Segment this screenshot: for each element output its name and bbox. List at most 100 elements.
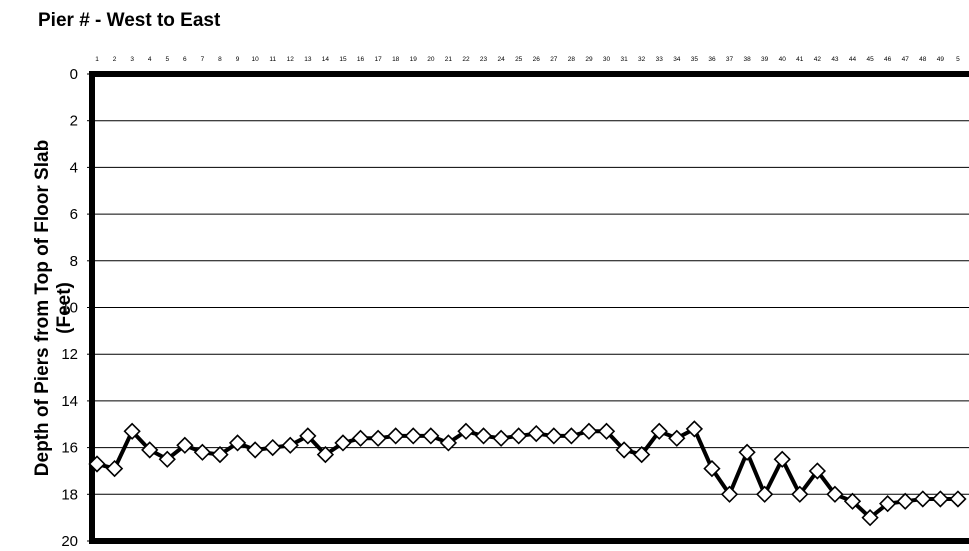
data-point-marker xyxy=(457,422,475,440)
x-tick-label: 3 xyxy=(130,56,134,63)
y-tick-label: 14 xyxy=(61,393,78,410)
x-tick-label: 18 xyxy=(392,56,400,63)
data-point-marker xyxy=(404,427,422,445)
x-tick-label: 26 xyxy=(533,56,541,63)
data-point-marker xyxy=(351,429,370,447)
x-tick-label: 29 xyxy=(585,56,593,63)
series-pier-depth xyxy=(88,420,967,527)
x-tick-label: 9 xyxy=(236,56,240,63)
x-tick-label: 25 xyxy=(515,56,523,63)
data-point-marker xyxy=(668,429,686,447)
x-tick-label: 45 xyxy=(866,56,874,63)
x-tick-label: 1 xyxy=(95,56,99,63)
data-point-marker xyxy=(562,427,581,445)
x-tick-label: 38 xyxy=(743,56,751,63)
data-point-marker xyxy=(914,490,932,508)
data-point-marker xyxy=(176,436,194,454)
x-tick-label: 27 xyxy=(550,56,558,63)
data-point-marker xyxy=(334,434,352,452)
x-tick-labels: 1 2 3 4 5 6 7 8 9 10 11 12 13 14 15 16 17 18 19 20 21 22 23 24 2… xyxy=(95,56,960,63)
data-point-marker xyxy=(703,459,721,478)
x-tick-label: 35 xyxy=(691,56,699,63)
data-point-marker xyxy=(843,492,862,510)
x-tick-label: 42 xyxy=(814,56,822,63)
x-tick-label: 22 xyxy=(462,56,470,63)
y-tick-labels: 0 2 4 6 8 10 12 14 16 18 20 xyxy=(61,66,78,550)
x-tick-label: 14 xyxy=(322,56,330,63)
data-point-marker xyxy=(158,450,176,468)
y-axis-label: Depth of Piers from Top of Floor Slab (F… xyxy=(32,140,75,476)
x-tick-label: 15 xyxy=(339,56,347,63)
x-tick-label: 39 xyxy=(761,56,769,63)
data-point-marker xyxy=(527,424,545,443)
x-tick-label: 13 xyxy=(304,56,312,63)
x-tick-label: 6 xyxy=(183,56,187,63)
x-tick-label: 7 xyxy=(201,56,205,63)
data-point-marker xyxy=(738,443,756,461)
x-tick-label: 49 xyxy=(937,56,945,63)
data-point-marker xyxy=(861,509,879,527)
data-point-marker xyxy=(123,422,141,440)
x-tick-label: 12 xyxy=(287,56,295,63)
y-tick-label: 10 xyxy=(61,300,78,317)
data-point-marker xyxy=(685,420,704,438)
x-tick-label: 4 xyxy=(148,56,152,63)
x-tick-label: 32 xyxy=(638,56,646,63)
data-point-marker xyxy=(88,455,106,473)
data-point-marker xyxy=(439,434,458,452)
data-point-marker xyxy=(597,422,616,440)
y-tick-label: 8 xyxy=(70,253,78,270)
data-point-marker xyxy=(879,495,897,513)
y-tick-label: 18 xyxy=(61,486,78,503)
y-axis-label-line1: Depth of Piers from Top of Floor Slab xyxy=(32,140,53,476)
x-tick-label: 30 xyxy=(603,56,611,63)
data-point-marker xyxy=(193,443,212,461)
data-point-marker xyxy=(211,445,229,464)
y-tick-label: 0 xyxy=(70,66,78,83)
data-point-marker xyxy=(896,492,914,510)
data-point-marker xyxy=(105,459,124,478)
data-point-marker xyxy=(720,485,739,503)
data-point-marker xyxy=(299,427,317,445)
x-tick-label: 20 xyxy=(427,56,435,63)
x-tick-label: 8 xyxy=(218,56,222,63)
data-point-marker xyxy=(141,441,159,459)
chart-title: Pier # - West to East xyxy=(38,10,221,31)
y-axis-label-line2: (Feet) xyxy=(54,282,75,334)
data-point-marker xyxy=(650,422,668,440)
x-tick-label: 40 xyxy=(779,56,787,63)
data-point-marker xyxy=(492,429,510,447)
x-tick-label: 16 xyxy=(357,56,365,63)
x-tick-label: 17 xyxy=(375,56,383,63)
x-tick-label: 31 xyxy=(620,56,628,63)
x-tick-label: 21 xyxy=(445,56,453,63)
data-point-marker xyxy=(474,427,493,445)
x-tick-label: 46 xyxy=(884,56,892,63)
data-point-marker xyxy=(246,441,264,459)
y-tick-label: 20 xyxy=(61,533,78,550)
data-point-marker xyxy=(756,485,774,503)
data-point-marker xyxy=(387,427,405,445)
data-point-marker xyxy=(422,427,440,445)
x-tick-label: 41 xyxy=(796,56,804,63)
x-tick-label: 44 xyxy=(849,56,857,63)
x-tick-label: 10 xyxy=(252,56,260,63)
data-point-marker xyxy=(580,422,598,440)
data-point-marker xyxy=(931,490,949,508)
y-tick-label: 12 xyxy=(61,346,78,363)
data-point-marker xyxy=(264,438,282,457)
gridlines xyxy=(87,73,969,542)
x-tick-label: 19 xyxy=(410,56,418,63)
data-point-marker xyxy=(316,445,335,464)
x-tick-label: 34 xyxy=(673,56,681,63)
y-tick-label: 4 xyxy=(70,159,78,176)
x-tick-label: 37 xyxy=(726,56,734,63)
x-tick-label: 43 xyxy=(831,56,839,63)
data-point-marker xyxy=(633,445,651,464)
data-point-marker xyxy=(615,441,633,459)
series-line xyxy=(96,426,958,521)
x-tick-label: 24 xyxy=(497,56,505,63)
x-tick-label: 23 xyxy=(480,56,488,63)
x-tick-label: 28 xyxy=(568,56,576,63)
